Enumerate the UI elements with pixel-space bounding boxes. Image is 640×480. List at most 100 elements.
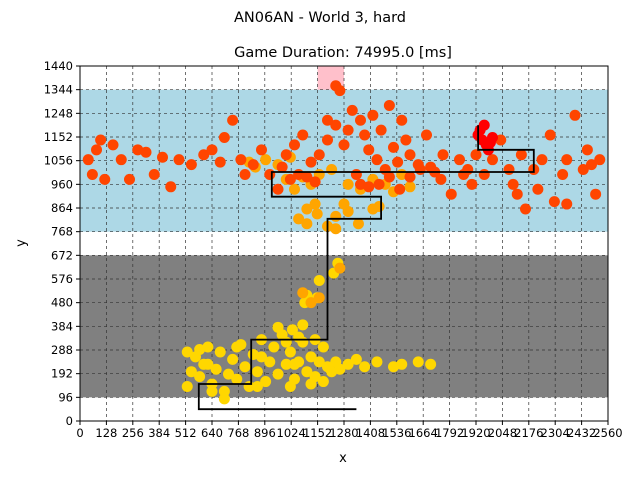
data-point	[383, 171, 395, 183]
data-point	[305, 351, 317, 363]
data-point	[107, 139, 119, 151]
data-point	[284, 380, 296, 392]
data-point	[313, 149, 325, 161]
data-point	[198, 149, 210, 161]
data-point	[392, 156, 404, 168]
data-point	[313, 356, 325, 368]
y-tick-label: 672	[51, 248, 73, 262]
x-tick-label: 384	[148, 426, 170, 440]
data-point	[214, 346, 226, 358]
data-point	[231, 341, 243, 353]
x-tick-label: 0	[76, 426, 83, 440]
x-tick-label: 2432	[567, 426, 596, 440]
data-point	[297, 319, 309, 331]
data-point	[194, 344, 206, 356]
data-point	[495, 134, 507, 146]
data-point	[487, 154, 498, 166]
data-point	[350, 353, 362, 365]
data-point	[309, 198, 321, 210]
y-tick-label: 288	[51, 343, 73, 357]
data-point	[293, 213, 305, 225]
x-tick-label: 2560	[593, 426, 622, 440]
data-point	[210, 363, 222, 375]
x-tick-label: 2304	[541, 426, 570, 440]
data-point	[352, 218, 364, 230]
data-point	[342, 358, 354, 370]
data-point	[466, 178, 478, 190]
x-tick-label: 256	[122, 426, 144, 440]
data-point	[301, 203, 313, 215]
data-point	[317, 341, 329, 353]
data-point	[359, 129, 371, 141]
data-point	[239, 168, 251, 180]
data-point	[284, 173, 296, 185]
data-point	[342, 124, 354, 136]
data-point	[86, 168, 98, 180]
data-point	[404, 181, 416, 193]
data-point	[251, 366, 263, 378]
data-point	[445, 188, 457, 200]
data-point	[260, 376, 272, 388]
data-point	[264, 356, 276, 368]
data-point	[235, 154, 247, 166]
data-point	[322, 134, 333, 146]
x-tick-label: 2176	[514, 426, 543, 440]
data-point	[194, 371, 206, 383]
data-point	[280, 336, 292, 348]
data-point	[223, 368, 234, 380]
x-tick-label: 1792	[435, 426, 464, 440]
x-tick-label: 768	[227, 426, 249, 440]
data-point	[173, 154, 185, 166]
y-tick-label: 1152	[44, 130, 73, 144]
data-point	[355, 178, 366, 190]
x-tick-label: 128	[95, 426, 117, 440]
data-point	[355, 114, 366, 126]
data-point	[115, 154, 127, 166]
data-point	[400, 134, 412, 146]
data-point	[301, 171, 313, 183]
data-point	[289, 139, 300, 151]
data-point	[268, 341, 280, 353]
data-point	[338, 198, 350, 210]
x-tick-label: 512	[175, 426, 197, 440]
data-point	[276, 161, 288, 173]
data-point	[334, 363, 346, 375]
data-point	[227, 353, 239, 365]
data-point	[425, 161, 437, 173]
data-point	[214, 156, 226, 168]
y-tick-label: 0	[66, 414, 73, 428]
data-point	[511, 188, 523, 200]
data-point	[359, 361, 371, 373]
data-point	[373, 178, 385, 190]
data-point	[437, 149, 449, 161]
data-point	[322, 114, 333, 126]
data-point	[297, 129, 309, 141]
y-tick-label: 864	[51, 201, 73, 215]
data-point	[140, 146, 152, 158]
data-point	[260, 154, 272, 166]
data-point	[503, 164, 515, 176]
data-point	[536, 154, 548, 166]
data-point	[309, 176, 321, 188]
data-point	[305, 156, 317, 168]
data-point	[272, 183, 284, 195]
y-tick-label: 1056	[44, 154, 73, 168]
data-point	[313, 274, 325, 286]
data-point	[301, 366, 313, 378]
data-point	[264, 168, 276, 180]
data-point	[590, 188, 602, 200]
data-point	[334, 262, 346, 274]
data-point	[305, 297, 317, 309]
data-point	[367, 109, 379, 121]
data-point	[404, 171, 416, 183]
data-point	[363, 144, 375, 156]
y-axis-label: y	[14, 239, 29, 247]
data-point	[334, 85, 346, 97]
data-point	[470, 149, 482, 161]
player-path	[197, 125, 535, 411]
data-point	[218, 393, 230, 405]
data-point	[82, 154, 94, 166]
data-point	[507, 178, 519, 190]
x-tick-label: 1024	[277, 426, 306, 440]
